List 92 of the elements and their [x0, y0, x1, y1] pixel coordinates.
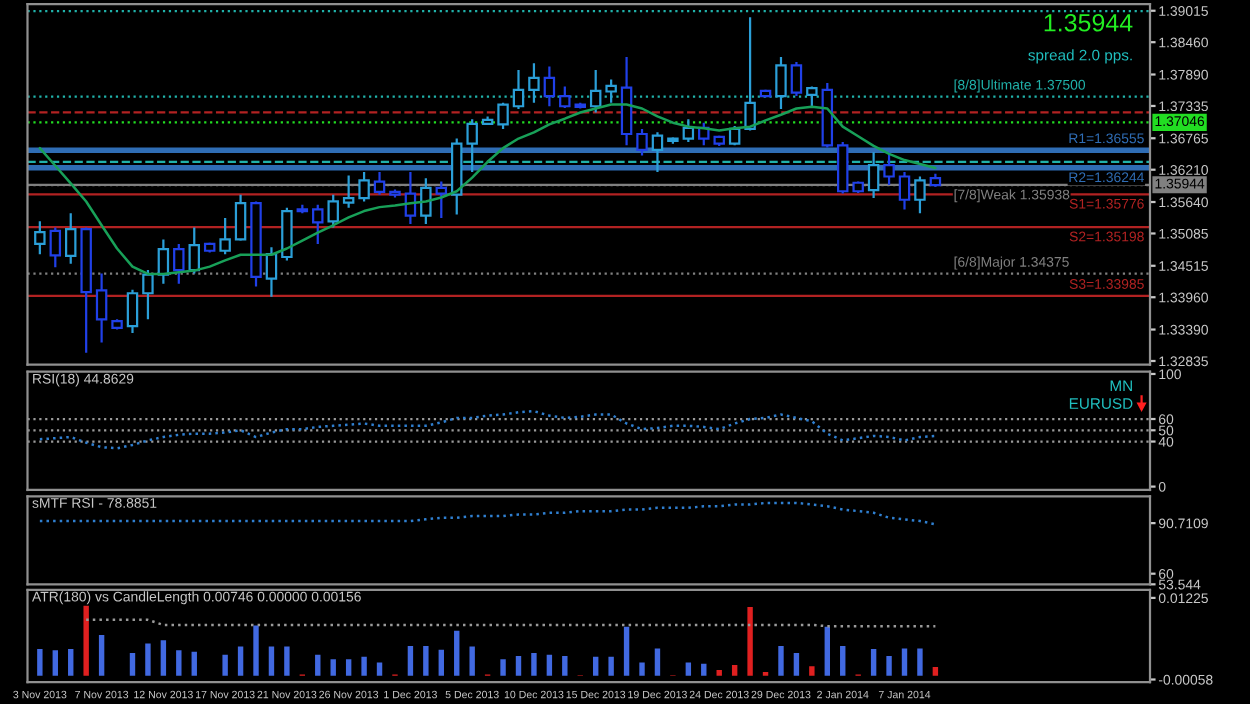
candlestick: [744, 16, 756, 132]
bar: [37, 649, 43, 676]
bar: [83, 605, 89, 676]
bar: [98, 635, 105, 676]
candlestick: [64, 212, 77, 265]
bar: [654, 648, 661, 676]
bar: [917, 648, 923, 676]
bar: [886, 656, 892, 676]
bar: [623, 626, 630, 676]
bar: [593, 656, 599, 676]
candlestick: [636, 127, 648, 157]
candlestick: [358, 170, 370, 203]
line-series: [38, 409, 937, 450]
candlestick: [620, 55, 633, 147]
candlestick: [512, 68, 525, 111]
bar: [824, 626, 830, 676]
bar: [315, 654, 321, 676]
candlestick: [682, 118, 695, 144]
bar: [438, 649, 444, 676]
bar: [176, 650, 182, 676]
bar: [731, 665, 738, 676]
candlestick: [342, 174, 355, 209]
bar: [222, 654, 228, 676]
candlestick: [173, 242, 185, 285]
bar: [701, 663, 707, 676]
candlestick: [543, 65, 556, 108]
bar: [809, 666, 815, 676]
bar: [160, 640, 167, 676]
bar: [191, 651, 197, 676]
candlestick: [126, 288, 139, 335]
candlestick: [219, 216, 231, 256]
candlestick: [806, 85, 818, 108]
candlestick: [466, 118, 478, 174]
bar: [407, 645, 414, 676]
candlestick: [883, 151, 895, 187]
bar: [685, 662, 692, 676]
bar: [747, 607, 753, 676]
bar: [345, 659, 352, 676]
bar: [793, 652, 800, 676]
candlestick: [281, 206, 293, 262]
bar: [639, 662, 645, 676]
candlestick: [265, 246, 278, 298]
bar: [330, 659, 336, 676]
candlestick: [49, 226, 62, 269]
candlestick: [34, 220, 46, 256]
candlestick: [589, 68, 602, 114]
bar: [840, 645, 846, 676]
candlestick: [234, 193, 247, 242]
candlestick: [559, 85, 571, 110]
bar: [129, 652, 136, 676]
bar: [932, 666, 939, 676]
candlestick: [157, 238, 170, 285]
candlestick: [651, 131, 664, 174]
candlestick: [605, 78, 617, 104]
bar: [268, 646, 275, 676]
candlestick: [435, 180, 448, 219]
bar: [423, 645, 429, 676]
candlestick: [775, 55, 787, 111]
bar: [716, 670, 722, 676]
candlestick: [867, 151, 880, 200]
candlestick: [420, 177, 432, 226]
bar: [500, 659, 506, 676]
candlestick: [373, 170, 386, 196]
bar: [870, 649, 877, 676]
candlestick: [497, 101, 509, 131]
bar: [145, 643, 151, 676]
bar: [376, 662, 383, 676]
bar: [52, 650, 58, 676]
bar: [284, 646, 290, 676]
bar: [531, 652, 537, 676]
bar: [562, 656, 568, 676]
bar: [361, 656, 367, 676]
candlestick: [142, 268, 154, 321]
bar: [608, 656, 614, 676]
bar: [546, 654, 553, 676]
bar: [68, 649, 74, 676]
bar: [237, 646, 244, 676]
candlestick: [790, 60, 803, 98]
bar: [515, 656, 522, 676]
bar: [253, 625, 259, 676]
candlestick: [95, 272, 108, 344]
candlestick: [914, 175, 926, 215]
candlestick: [188, 226, 200, 275]
candlestick: [404, 170, 417, 226]
candlestick: [898, 170, 911, 211]
candlestick: [528, 62, 540, 104]
bar: [454, 630, 460, 676]
candlestick: [837, 140, 849, 195]
bar: [778, 645, 784, 676]
bar: [469, 646, 475, 676]
text: 1.35944: [1044, 13, 1133, 32]
bar: [901, 648, 908, 676]
